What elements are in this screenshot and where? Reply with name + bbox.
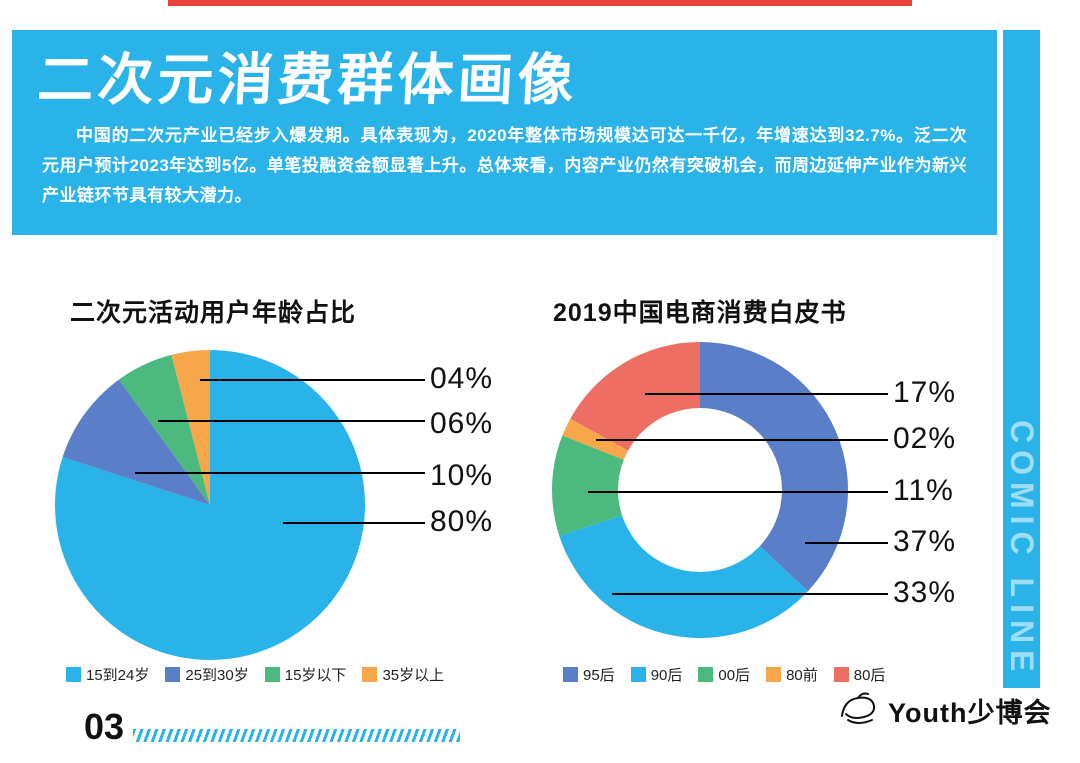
page-number: 03 (84, 706, 125, 747)
legend-item: 35岁以上 (362, 664, 444, 685)
ecommerce-donut-chart (551, 342, 888, 639)
legend-label: 90后 (650, 667, 683, 684)
callout-label: 10% (430, 459, 494, 492)
callout-label: 37% (893, 525, 957, 558)
legend-swatch (66, 667, 81, 682)
callout-label: 11% (893, 474, 954, 507)
legend-label: 15到24岁 (86, 667, 150, 684)
callout-label: 17% (893, 376, 957, 409)
legend-item: 80前 (766, 664, 818, 685)
page-title: 二次元消费群体画像 (35, 48, 580, 111)
legend-label: 80前 (786, 667, 818, 684)
header-description: 中国的二次元产业已经步入爆发期。具体表现为，2020年整体市场规模达可达一千亿，… (42, 126, 967, 206)
callout-label: 80% (430, 505, 494, 538)
legend-item: 15岁以下 (264, 664, 347, 685)
legend-swatch (165, 667, 181, 682)
pie-slice-15岁以下 (118, 354, 210, 505)
legend-item: 95后 (563, 664, 615, 685)
left-chart-title: 二次元活动用户年龄占比 (70, 299, 357, 327)
legend-label: 35岁以上 (382, 667, 445, 684)
legend-item: 00后 (698, 664, 750, 685)
legend-label: 80后 (853, 667, 886, 684)
legend-item: 15到24岁 (66, 664, 149, 685)
legend-label: 00后 (718, 667, 751, 684)
legend-swatch (766, 667, 782, 682)
side-banner: COMIC LINE (1003, 30, 1040, 688)
legend-swatch (362, 667, 378, 682)
footer-logo: Youth少博会 (838, 690, 1051, 730)
footer-stripe-bar (133, 729, 460, 742)
callout-label: 06% (430, 407, 494, 440)
legend-item: 90后 (630, 664, 683, 685)
pie-slice-15到24岁 (55, 350, 366, 660)
legend-swatch (264, 667, 280, 682)
legend-swatch (698, 667, 714, 682)
callout-label: 02% (893, 422, 957, 455)
left-chart-legend: 15到24岁 25到30岁 15岁以下 35岁以上 (66, 664, 444, 685)
top-accent-line (168, 0, 912, 6)
callout-label: 33% (893, 576, 957, 609)
legend-label: 15岁以下 (284, 667, 347, 684)
right-chart-title: 2019中国电商消费白皮书 (553, 299, 847, 327)
legend-swatch (630, 667, 646, 682)
legend-item: 80后 (833, 664, 886, 685)
side-banner-text: COMIC LINE (1004, 419, 1040, 678)
legend-label: 95后 (583, 667, 615, 684)
header-banner: 二次元消费群体画像 中国的二次元产业已经步入爆发期。具体表现为，2020年整体市… (12, 30, 997, 235)
logo-bird-icon (841, 692, 876, 724)
right-chart-legend: 95后 90后 00后 80前 80后 (563, 664, 885, 685)
pie-slice-35岁以上 (171, 350, 210, 505)
legend-swatch (563, 667, 578, 682)
age-pie-chart (55, 350, 425, 660)
donut-hole (618, 408, 782, 572)
legend-item: 25到30岁 (165, 664, 249, 685)
legend-swatch (833, 667, 849, 682)
logo-text: Youth少博会 (888, 697, 1052, 728)
callout-label: 04% (430, 362, 494, 395)
legend-label: 25到30岁 (185, 667, 249, 684)
